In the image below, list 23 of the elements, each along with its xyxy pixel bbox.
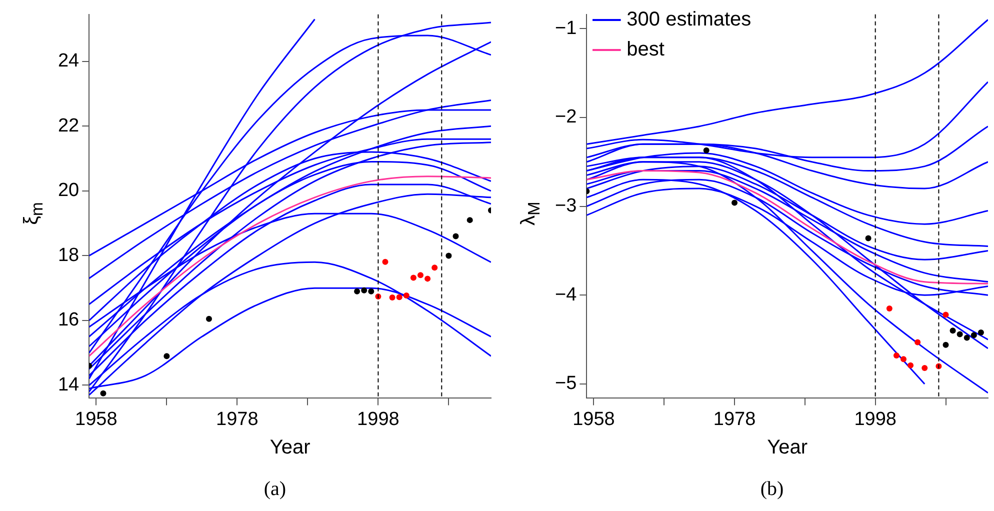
y-tick-label: 16 [58, 310, 80, 331]
text: (b) [759, 478, 785, 501]
x-tick-label: 1998 [357, 408, 400, 430]
x-tick-label: 1958 [75, 408, 118, 430]
x-axis-title: Year [767, 436, 808, 459]
y-tick-label: 22 [58, 115, 80, 136]
y-tick-label: −2 [554, 106, 577, 128]
y-tick-label: 24 [58, 50, 80, 72]
legend-label: best [626, 38, 665, 61]
x-axis-title: Year [270, 436, 311, 459]
y-tick-label: 14 [58, 374, 80, 396]
x-tick-label: 1998 [854, 408, 896, 430]
x-tick-label: 1978 [713, 408, 756, 430]
x-tick-label: 1958 [572, 408, 615, 430]
y-tick-label: −4 [554, 284, 578, 306]
y-tick-label: −1 [554, 18, 577, 39]
y-tick-label: 18 [58, 244, 80, 266]
y-tick-label: −5 [554, 373, 577, 394]
y-tick-label: −3 [554, 196, 577, 217]
y-tick-label: 20 [58, 180, 80, 202]
legend-label: 300 estimates [626, 8, 752, 31]
x-tick-label: 1978 [216, 408, 258, 430]
text: (a) [262, 478, 288, 501]
